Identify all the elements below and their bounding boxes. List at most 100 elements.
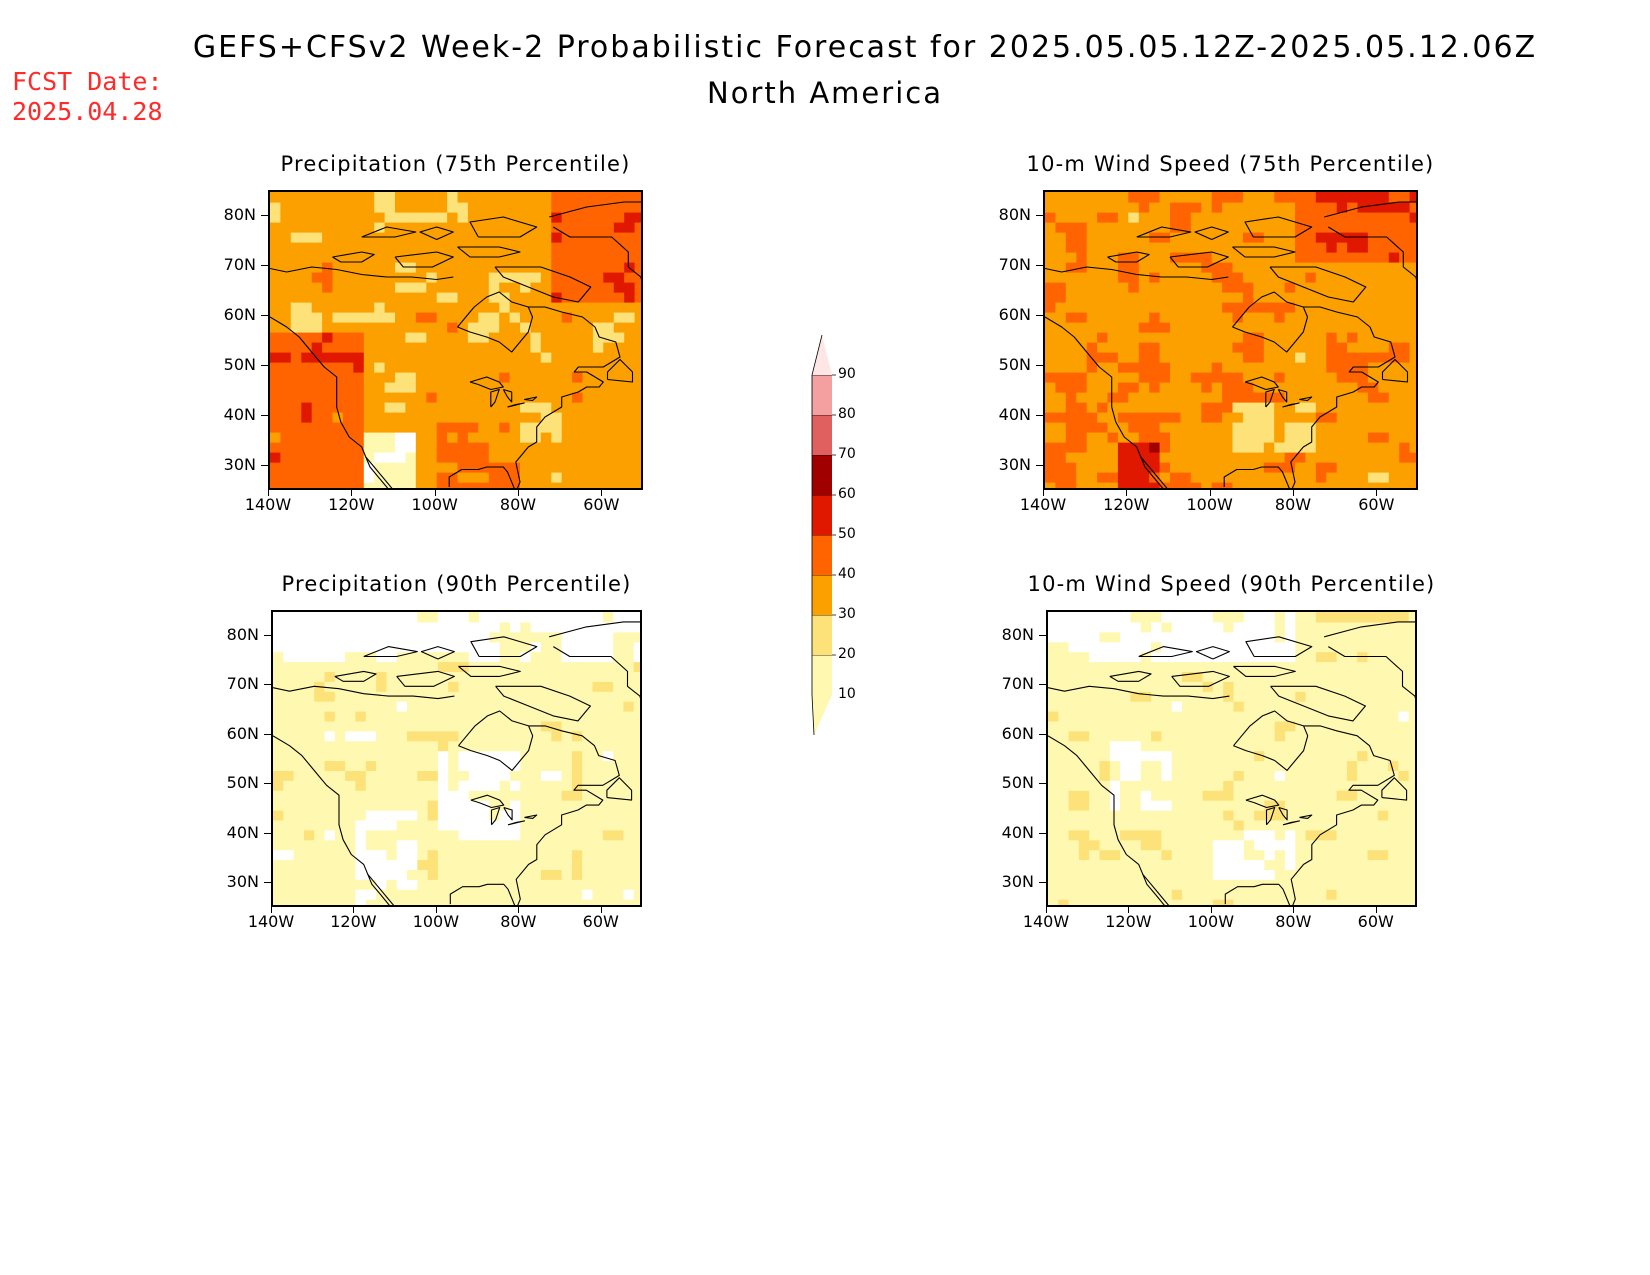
lat-tick-label: 50N <box>998 355 1031 374</box>
colorbar-swatch <box>812 495 832 535</box>
lon-tick-label: 80W <box>1274 495 1312 514</box>
lon-tick-label: 140W <box>1022 912 1070 931</box>
colorbar-label: 70 <box>838 446 856 462</box>
lon-tick <box>1210 907 1212 913</box>
lat-tick <box>261 215 268 216</box>
probability-field <box>1048 612 1415 905</box>
lat-tick <box>264 733 271 735</box>
coastlines <box>1045 201 1416 488</box>
panel-title: 10-m Wind Speed (90th Percentile) <box>1027 572 1436 596</box>
probability-field <box>270 192 641 488</box>
lat-tick <box>264 783 271 785</box>
lon-tick-label: 140W <box>247 912 295 931</box>
lat-tick <box>261 465 268 466</box>
lat-tick <box>1036 215 1043 216</box>
lat-tick-label: 40N <box>226 822 259 842</box>
lon-tick <box>600 907 602 913</box>
colorbar-label: 40 <box>838 566 856 582</box>
colorbar-label: 10 <box>838 686 856 702</box>
lon-tick-label: 80W <box>1275 912 1312 931</box>
lon-tick <box>1126 490 1128 496</box>
lat-tick <box>261 415 268 416</box>
panel-title: Precipitation (90th Percentile) <box>281 572 632 596</box>
lat-tick <box>1039 634 1046 636</box>
lat-tick <box>1036 315 1043 316</box>
lat-tick <box>1039 733 1046 735</box>
lat-tick <box>1039 783 1046 785</box>
lon-tick-label: 100W <box>411 495 458 514</box>
lat-tick <box>261 315 268 316</box>
colorbar-label: 50 <box>838 526 856 542</box>
map-frame <box>1046 610 1417 907</box>
color-legend: 10 20 30 40 50 60 70 80 90 <box>810 334 856 759</box>
lon-tick <box>1293 907 1295 913</box>
shaded-cells <box>1048 612 1415 905</box>
lon-tick <box>435 907 437 913</box>
lat-tick <box>1039 832 1046 834</box>
colorbar-label: 30 <box>838 606 856 622</box>
lat-tick <box>1036 415 1043 416</box>
colorbar-swatches <box>811 334 836 736</box>
lat-tick <box>1036 265 1043 266</box>
probability-field <box>273 612 640 905</box>
lat-tick <box>264 634 271 636</box>
map-subtitle: North America <box>707 76 943 110</box>
colorbar-label: 20 <box>838 646 856 662</box>
lon-tick-label: 140W <box>1019 495 1067 514</box>
lon-tick <box>271 907 272 913</box>
lon-tick <box>1376 490 1378 496</box>
lon-tick-label: 60W <box>1358 495 1395 514</box>
lat-tick-label: 30N <box>998 455 1031 474</box>
lon-tick-label: 120W <box>1105 912 1152 931</box>
lon-tick <box>434 490 436 496</box>
colorbar-label: 60 <box>838 486 856 502</box>
lat-tick-label: 80N <box>223 205 256 224</box>
lat-tick-label: 50N <box>223 355 256 374</box>
lat-tick-label: 60N <box>1001 723 1034 743</box>
lat-tick <box>261 265 268 266</box>
lon-tick <box>351 490 353 496</box>
lon-tick-label: 100W <box>1186 495 1233 514</box>
lon-tick-label: 120W <box>1103 495 1150 514</box>
lat-tick <box>1036 365 1043 366</box>
lon-tick <box>601 490 603 496</box>
lon-tick-label: 80W <box>499 495 537 514</box>
lat-tick-label: 80N <box>226 624 259 644</box>
lat-tick <box>264 684 271 686</box>
lon-tick-label: 60W <box>583 495 620 514</box>
lat-tick-label: 50N <box>226 773 259 793</box>
map-frame <box>271 610 642 907</box>
lat-tick-label: 40N <box>1001 822 1034 842</box>
lon-tick <box>1046 907 1047 913</box>
lon-tick <box>1043 490 1044 496</box>
lon-tick <box>1128 907 1130 913</box>
colorbar-swatch <box>812 655 832 695</box>
lon-tick <box>353 907 355 913</box>
lon-tick <box>1375 907 1377 913</box>
lat-tick <box>261 365 268 366</box>
lon-tick-label: 120W <box>328 495 375 514</box>
colorbar-swatch <box>812 375 832 415</box>
panel-title: 10-m Wind Speed (75th Percentile) <box>1026 152 1435 176</box>
colorbar-swatch <box>812 535 832 575</box>
lon-tick-label: 140W <box>244 495 292 514</box>
lat-tick <box>264 832 271 834</box>
colorbar-swatch <box>812 575 832 615</box>
lat-tick-label: 30N <box>223 455 256 474</box>
map-frame <box>1043 190 1418 490</box>
lon-tick-label: 120W <box>330 912 377 931</box>
lat-tick-label: 60N <box>223 305 256 324</box>
lat-tick-label: 60N <box>998 305 1031 324</box>
probability-field <box>1045 192 1416 488</box>
lat-tick-label: 80N <box>998 205 1031 224</box>
forecast-date-value: 2025.04.28 <box>12 97 163 126</box>
shaded-cells <box>1045 192 1416 488</box>
colorbar-label: 80 <box>838 406 856 422</box>
map-frame <box>268 190 643 490</box>
lon-tick-label: 80W <box>500 912 537 931</box>
lat-tick-label: 40N <box>998 405 1031 424</box>
lat-tick-label: 70N <box>223 255 256 274</box>
lat-tick-label: 80N <box>1001 624 1034 644</box>
coastlines <box>1048 621 1415 905</box>
lat-tick-label: 50N <box>1001 773 1034 793</box>
